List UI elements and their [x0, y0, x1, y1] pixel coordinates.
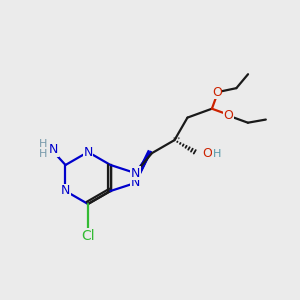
- Text: O: O: [212, 86, 222, 99]
- Text: O: O: [202, 147, 212, 160]
- Text: H: H: [39, 149, 47, 159]
- Text: N: N: [83, 146, 93, 158]
- Text: ***: ***: [172, 136, 181, 142]
- Text: N: N: [130, 176, 140, 190]
- Text: N: N: [49, 143, 58, 156]
- Text: N: N: [61, 184, 70, 197]
- Text: N: N: [130, 167, 140, 179]
- Text: H: H: [213, 149, 221, 159]
- Text: H: H: [39, 140, 47, 149]
- Text: O: O: [224, 109, 233, 122]
- Text: Cl: Cl: [81, 229, 95, 243]
